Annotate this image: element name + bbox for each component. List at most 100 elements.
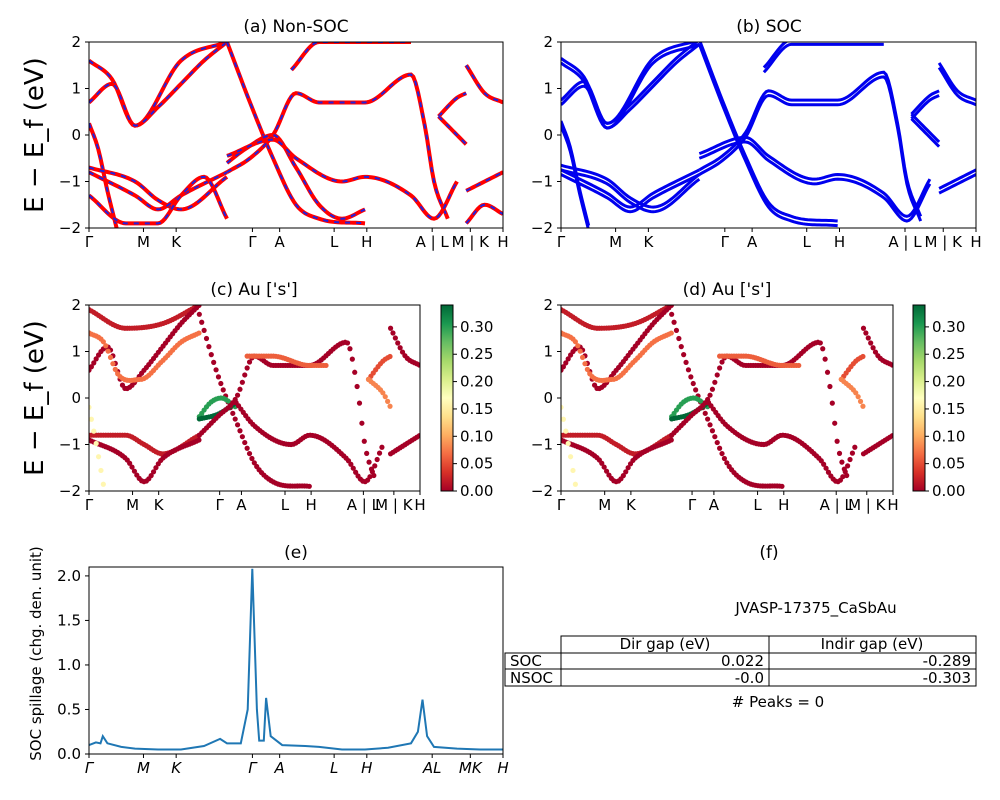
spillage-line	[89, 568, 503, 751]
panel-c-xtick-label: A | L	[347, 496, 381, 514]
projected-point	[693, 387, 699, 393]
panel-d-xtick-label: Γ	[557, 496, 566, 514]
panel-c-title: (c) Au ['s']	[210, 280, 297, 300]
panel-c-xtick-label: K	[154, 496, 165, 514]
panel-c-xtick-label: M | K	[375, 496, 414, 514]
panel-d-colorbar-label: 0.05	[932, 455, 965, 473]
projected-point	[213, 367, 219, 373]
projected-point	[563, 360, 569, 366]
projected-point	[220, 387, 226, 393]
panel-e-series	[89, 568, 503, 751]
projected-point	[889, 433, 893, 439]
panel-b-xtick-label: M | K	[925, 233, 964, 251]
projected-point	[678, 344, 684, 350]
projected-point	[820, 346, 826, 352]
panel-d-xtick-label: K	[626, 496, 637, 514]
panel-a-xtick-label: A	[275, 233, 286, 251]
panel-e-xtick-label: MK	[459, 759, 483, 777]
band-line-soc-7-1	[698, 135, 932, 218]
panel-e-frame	[88, 566, 504, 755]
projected-point	[237, 428, 243, 434]
panel-d-colorbar	[912, 304, 926, 492]
projected-point	[870, 345, 876, 351]
projected-point	[824, 369, 831, 375]
band-line-soc-8-1	[762, 42, 789, 69]
projected-point	[354, 383, 360, 390]
panel-a-ytick-label: −1	[59, 173, 81, 191]
projected-point	[249, 455, 255, 462]
projected-point	[361, 438, 367, 444]
panel-d-xtick-label: H	[778, 496, 789, 514]
panel-b-xtick-label: A	[747, 233, 758, 251]
projected-point	[668, 330, 674, 336]
panel-c-points	[89, 305, 420, 489]
projected-point	[376, 450, 383, 456]
panel-d-colorbar-label: 0.20	[932, 373, 965, 391]
projected-point	[211, 359, 217, 365]
projected-point	[244, 445, 250, 451]
projected-point	[601, 464, 607, 470]
projected-point	[201, 327, 207, 333]
band-line-soc-overlay-7	[226, 73, 449, 220]
panel-b-xtick-label: K	[643, 233, 654, 251]
projected-point	[577, 348, 583, 354]
projected-point	[131, 468, 138, 474]
projected-point	[380, 390, 386, 396]
panel-c-ytick-label: 2	[71, 296, 81, 314]
projected-point	[561, 404, 564, 410]
panel-c-colorbar-label: 0.30	[460, 318, 493, 336]
projected-point	[105, 348, 111, 354]
projected-point	[855, 394, 861, 400]
projected-point	[709, 428, 716, 434]
panel-d-ytick-label: 1	[543, 343, 553, 361]
projected-point	[584, 366, 590, 372]
projected-point	[717, 445, 723, 451]
panel-d-colorbar-label: 0.25	[932, 345, 965, 363]
projected-point	[669, 311, 675, 317]
panel-a-frame	[88, 41, 504, 229]
projected-point	[129, 464, 135, 470]
projected-point	[599, 460, 605, 466]
projected-point	[719, 359, 725, 365]
band-line-soc-5-0	[697, 43, 838, 228]
projected-point	[372, 463, 378, 469]
projected-point	[356, 400, 363, 406]
band-line-soc-overlay-14	[465, 171, 503, 192]
panel-d-ytick-label: 2	[543, 296, 553, 314]
projected-point	[823, 465, 829, 471]
projected-point	[369, 469, 375, 475]
panel-d-xtick-label: A | L	[820, 496, 854, 514]
table-row-nsoc-label: NSOC	[510, 669, 553, 687]
band-line-soc-12-0	[938, 173, 976, 195]
panel-a-xtick-label: M | K	[452, 233, 491, 251]
band-line-nsoc-15	[464, 202, 503, 225]
projected-point	[860, 403, 866, 409]
projected-point	[148, 473, 154, 479]
panel-c-xtick-label: L	[281, 496, 290, 514]
band-line-soc-overlay-3	[89, 166, 228, 211]
panel-c-frame	[88, 304, 421, 492]
panel-c-xtick-label: H	[414, 496, 425, 514]
band-line-soc-overlay-0	[89, 42, 228, 127]
panel-d-xtick-label: M | K	[848, 496, 887, 514]
panel-e-xtick-label: H	[361, 759, 372, 777]
projected-point	[681, 352, 687, 358]
projected-point	[98, 467, 104, 474]
panel-d-ytick-label: 0	[543, 389, 553, 407]
band-line-nsoc-9	[226, 137, 459, 221]
projected-point	[397, 345, 403, 351]
band-line-soc-overlay-8	[226, 133, 366, 220]
panel-a-ylabel: E − E_f (eV)	[20, 57, 50, 213]
panel-d-frame	[560, 304, 894, 492]
band-line-soc-1-0	[561, 43, 701, 130]
band-line-soc-0-1	[561, 42, 698, 125]
projected-point	[196, 311, 202, 317]
panel-a-ytick-label: 2	[71, 33, 81, 51]
projected-point	[572, 481, 578, 487]
projected-point	[721, 455, 728, 462]
panel-b-xtick-label: H	[970, 233, 981, 251]
panel-c-colorbar-label: 0.15	[460, 400, 493, 418]
